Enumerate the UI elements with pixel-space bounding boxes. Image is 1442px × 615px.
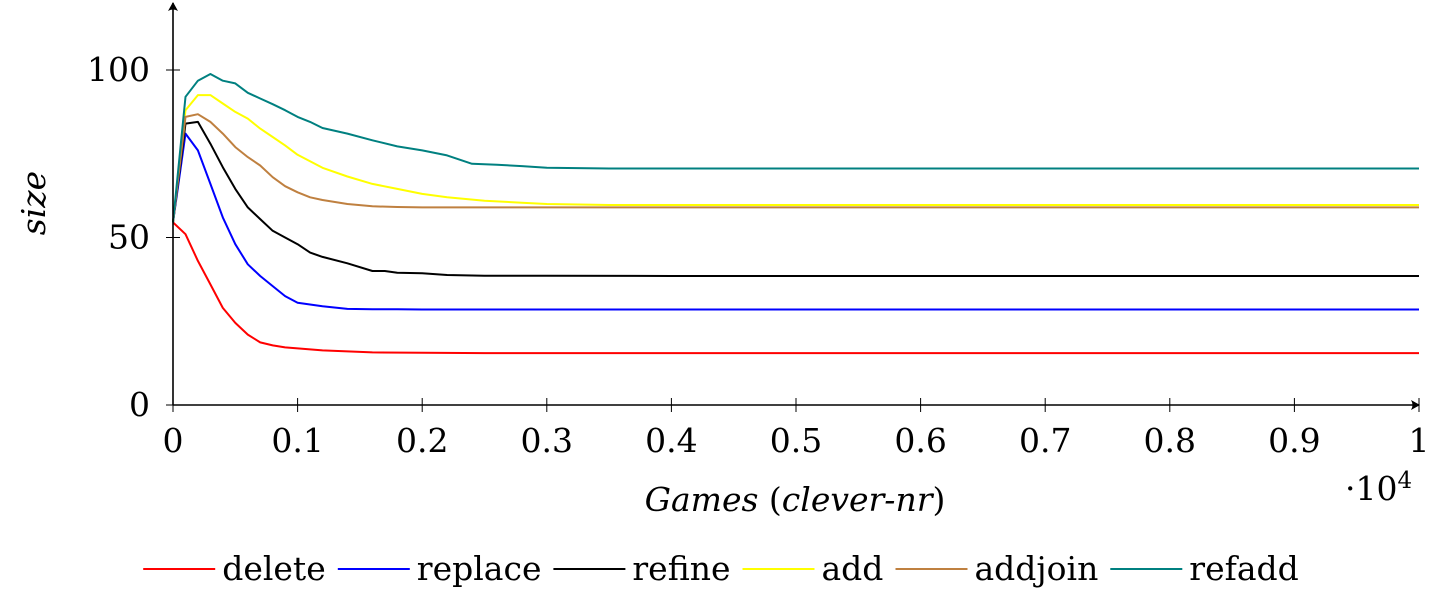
legend-item-refadd: refadd [1110,549,1299,588]
series-line-replace [172,132,1419,311]
legend-label: refine [632,549,730,588]
y-tick-label: 100 [87,50,150,89]
series-line-delete [172,221,1419,355]
legend-label: delete [222,549,326,588]
x-axis-title: Games (clever-nr) [645,480,946,519]
legend-item-addjoin: addjoin [895,549,1099,588]
legend-label: replace [417,549,542,588]
x-tick-label: 0.2 [396,421,448,460]
x-tick-label: 0.9 [1268,421,1320,460]
legend: delete replace refine add addjoin refadd [143,549,1299,588]
x-tick-label: 0.3 [521,421,573,460]
legend-label: addjoin [975,549,1099,588]
x-ticks-layer: 0 0.1 0.2 0.3 0.4 0.5 0.6 0.7 0.8 0.9 1 [163,398,1430,460]
x-tick-label: 0.8 [1144,421,1196,460]
series-line-addjoin [172,113,1419,223]
x-tick-label: 0.7 [1019,421,1071,460]
series-layer [172,73,1419,355]
x-tick-label: 0 [163,421,184,460]
legend-label: refadd [1189,549,1298,588]
y-ticks-layer: 0 50 100 [87,50,180,424]
legend-item-delete: delete [143,549,326,588]
legend-label: add [822,549,884,588]
x-multiplier: ·104 [1345,468,1412,508]
y-tick-label: 0 [129,385,150,424]
y-axis-title: size [14,171,53,235]
x-tick-label: 0.5 [770,421,822,460]
series-line-refine [172,120,1419,277]
x-tick-label: 0.6 [894,421,946,460]
legend-item-replace: replace [337,549,542,588]
y-tick-label: 50 [108,218,150,257]
x-tick-label: 0.4 [645,421,697,460]
series-line-refadd [172,73,1419,223]
x-tick-label: 1 [1409,421,1430,460]
series-line-add [172,94,1419,223]
legend-item-add: add [742,549,884,588]
legend-item-refine: refine [553,549,731,588]
x-tick-label: 0.1 [271,421,323,460]
